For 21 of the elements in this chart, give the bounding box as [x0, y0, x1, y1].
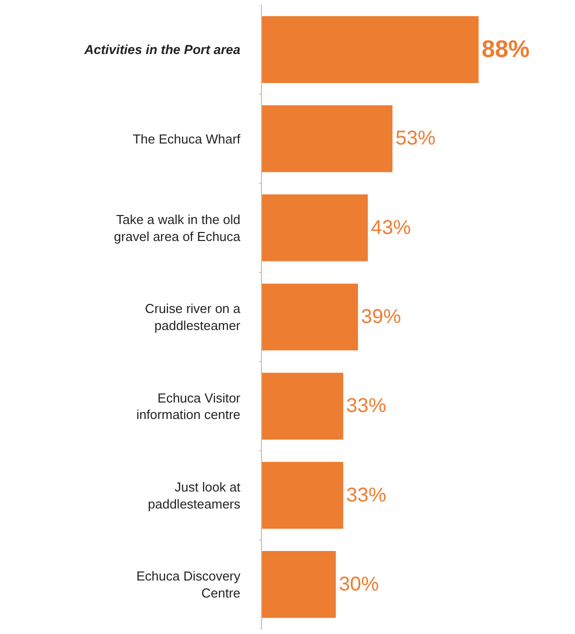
- y-tick-label: Echuca Discovery Centre: [136, 568, 241, 600]
- data-label: 43%: [370, 216, 412, 239]
- bar: [262, 194, 368, 262]
- y-tick-label: Take a walk in the old gravel area of Echuca: [114, 212, 242, 244]
- bar: [262, 372, 344, 440]
- data-label: 30%: [338, 573, 380, 596]
- y-tick-label: Cruise river on a paddlesteamer: [145, 301, 242, 333]
- data-label: 33%: [346, 484, 386, 506]
- bar: [262, 284, 358, 350]
- bar: [262, 16, 479, 83]
- data-label: 53%: [395, 128, 436, 150]
- y-tick-label: Echuca Visitor information centre: [136, 390, 242, 422]
- bar: [262, 462, 344, 529]
- y-tick-label: Activities in the Port area: [83, 42, 240, 58]
- bar: [262, 551, 336, 618]
- data-label: 39%: [360, 306, 402, 328]
- data-label: 88%: [482, 36, 530, 64]
- y-tick-label: Just look at paddlesteamers: [148, 479, 241, 512]
- data-label: 33%: [346, 395, 386, 418]
- y-tick-label: The Echuca Wharf: [132, 131, 241, 146]
- bar: [262, 105, 392, 172]
